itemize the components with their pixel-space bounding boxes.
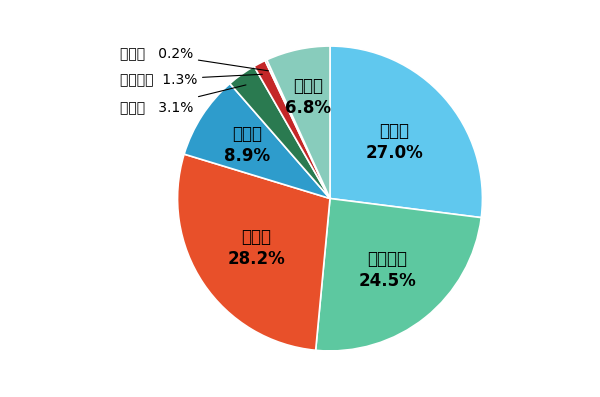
Wedge shape <box>178 154 330 350</box>
Wedge shape <box>184 83 330 198</box>
Text: 大学院卒  1.3%: 大学院卒 1.3% <box>119 73 262 87</box>
Text: 大学卒
28.2%: 大学卒 28.2% <box>227 227 286 268</box>
Wedge shape <box>254 61 330 198</box>
Text: 短大卒   3.1%: 短大卒 3.1% <box>119 85 246 114</box>
Text: 高校既卒
24.5%: 高校既卒 24.5% <box>358 250 416 290</box>
Wedge shape <box>230 66 330 198</box>
Wedge shape <box>330 46 482 218</box>
Text: 高専卒   0.2%: 高専卒 0.2% <box>119 47 268 71</box>
Text: 専門卒
8.9%: 専門卒 8.9% <box>224 125 270 165</box>
Text: 高校卒
27.0%: 高校卒 27.0% <box>365 122 423 162</box>
Wedge shape <box>316 198 481 351</box>
Text: その他
6.8%: その他 6.8% <box>285 77 331 117</box>
Wedge shape <box>265 60 330 198</box>
Wedge shape <box>267 46 330 198</box>
